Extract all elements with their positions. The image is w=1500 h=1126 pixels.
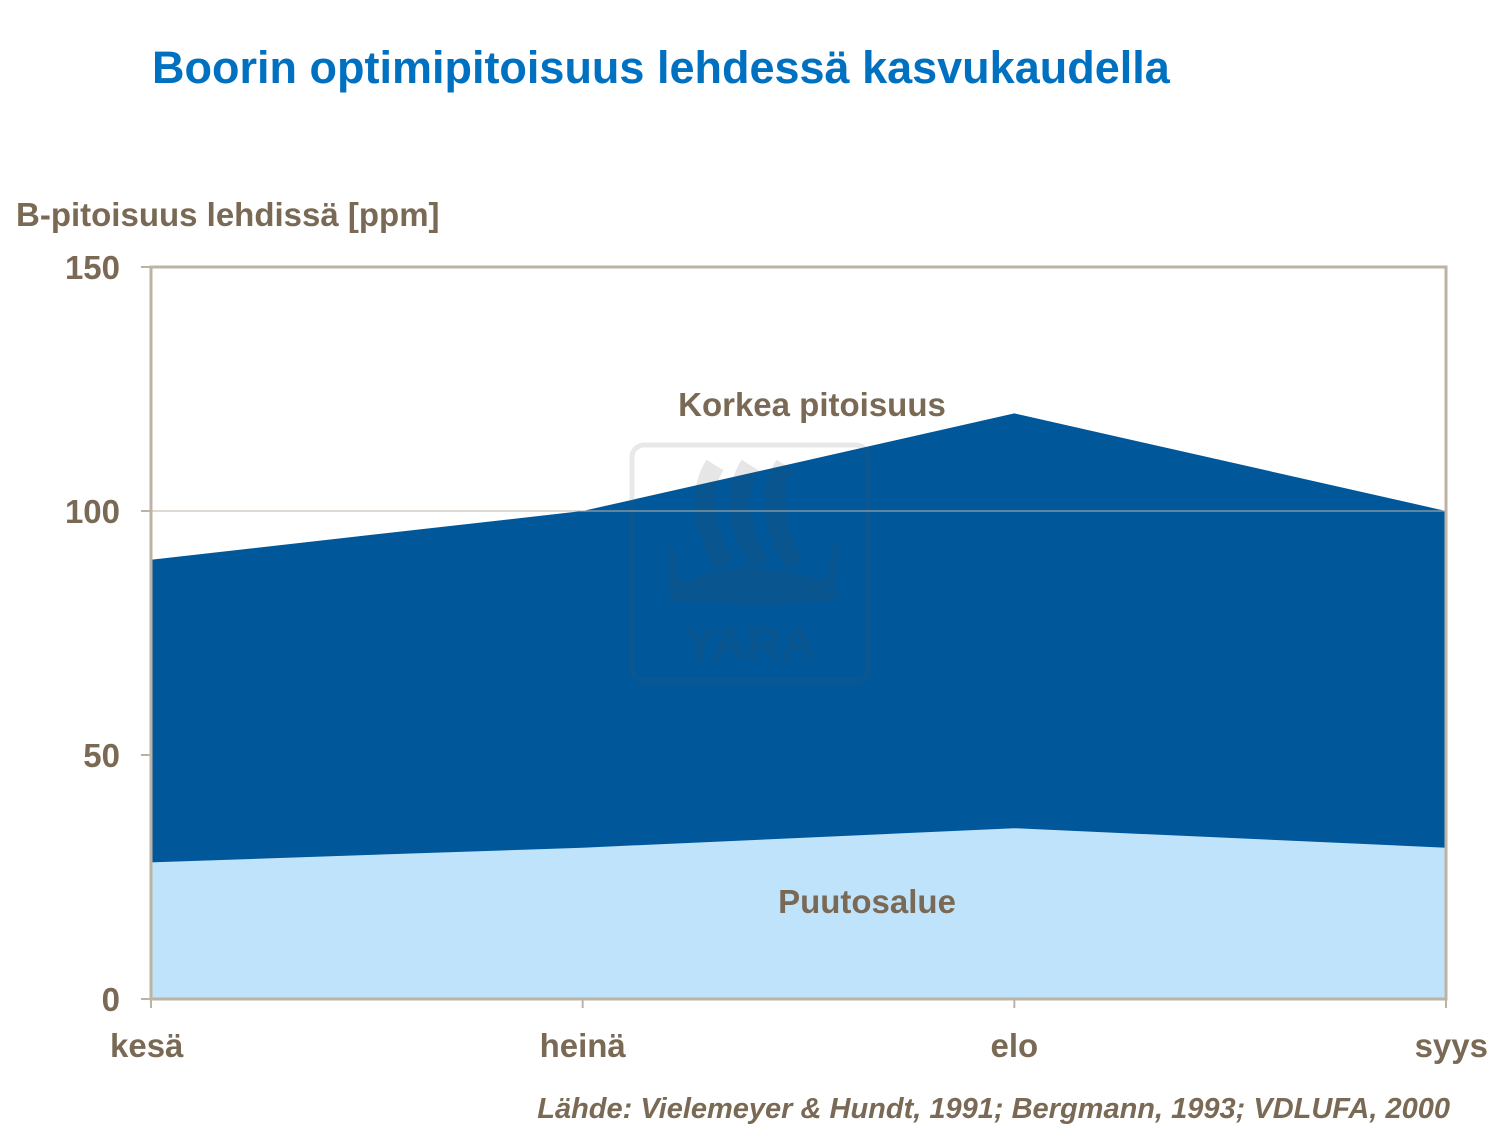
x-tick-label: elo [990, 1027, 1038, 1064]
y-axis-label: B-pitoisuus lehdissä [ppm] [16, 196, 440, 233]
source-note: Lähde: Vielemeyer & Hundt, 1991; Bergman… [537, 1093, 1450, 1125]
yara-logo-watermark: YARA [629, 442, 871, 684]
y-tick-label: 100 [65, 493, 120, 530]
chart-title: Boorin optimipitoisuus lehdessä kasvukau… [152, 42, 1170, 93]
svg-text:YARA: YARA [684, 618, 816, 671]
annotation-upper: Korkea pitoisuus [678, 386, 946, 423]
x-tick-label: kesä [110, 1027, 184, 1064]
y-tick-label: 0 [102, 981, 120, 1018]
y-tick-label: 150 [65, 249, 120, 286]
plot-frame [149, 265, 1448, 1001]
annotation-lower: Puutosalue [778, 883, 956, 920]
x-tick-label: syys [1415, 1027, 1488, 1064]
x-tick-label: heinä [540, 1027, 627, 1064]
area-series-1 [151, 828, 1446, 999]
y-tick-label: 50 [83, 737, 120, 774]
